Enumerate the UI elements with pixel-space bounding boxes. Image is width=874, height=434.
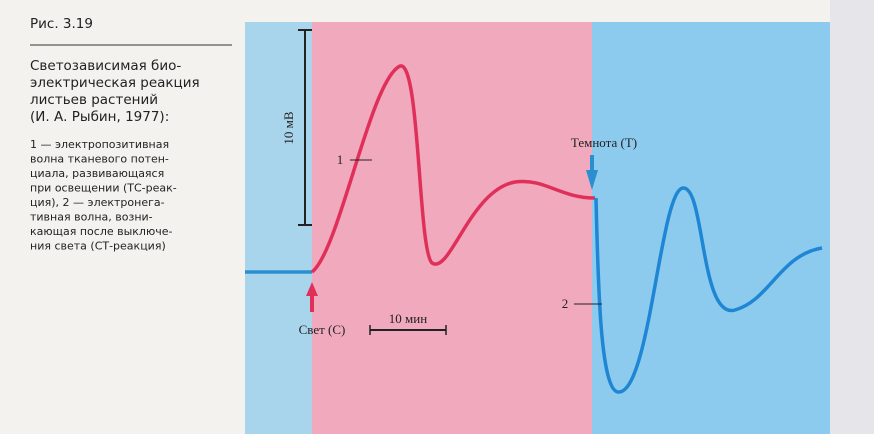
legend-line: кающая после выключе- (30, 225, 172, 238)
light-off-label: Темнота (Т) (571, 135, 637, 150)
dark-panel-left (245, 22, 312, 434)
legend-line: тивная волна, возни- (30, 211, 153, 224)
legend-line: циала, развивающаяся (30, 167, 164, 180)
caption-line: (И. А. Рыбин, 1977): (30, 109, 169, 125)
dark-panel-right (592, 22, 830, 434)
legend-line: при освещении (ТС-реак- (30, 182, 177, 195)
caption-line: листьев растений (30, 92, 158, 108)
voltage-scale-label: 10 мВ (281, 111, 296, 144)
legend-line: 1 — электропозитивная (30, 138, 169, 151)
light-on-arrow (306, 282, 318, 312)
faded-background (830, 0, 874, 434)
light-panel (312, 22, 592, 434)
light-off-arrow (586, 155, 598, 190)
caption-line: Светозависимая био- (30, 58, 181, 74)
caption-line: электрическая реакция (30, 75, 200, 91)
curve-2-label: 2 (562, 296, 569, 311)
legend-line: ния света (СТ-реакция) (30, 240, 166, 253)
curve-2 (594, 186, 823, 394)
legend-line: волна тканевого потен- (30, 153, 169, 166)
curve-1-label: 1 (337, 152, 344, 167)
legend-line: ция), 2 — электронега- (30, 196, 165, 209)
time-scale-label: 10 мин (389, 311, 427, 326)
curve-1 (310, 64, 596, 274)
figure-label: Рис. 3.19 (30, 16, 93, 32)
light-on-label: Свет (С) (299, 322, 346, 337)
